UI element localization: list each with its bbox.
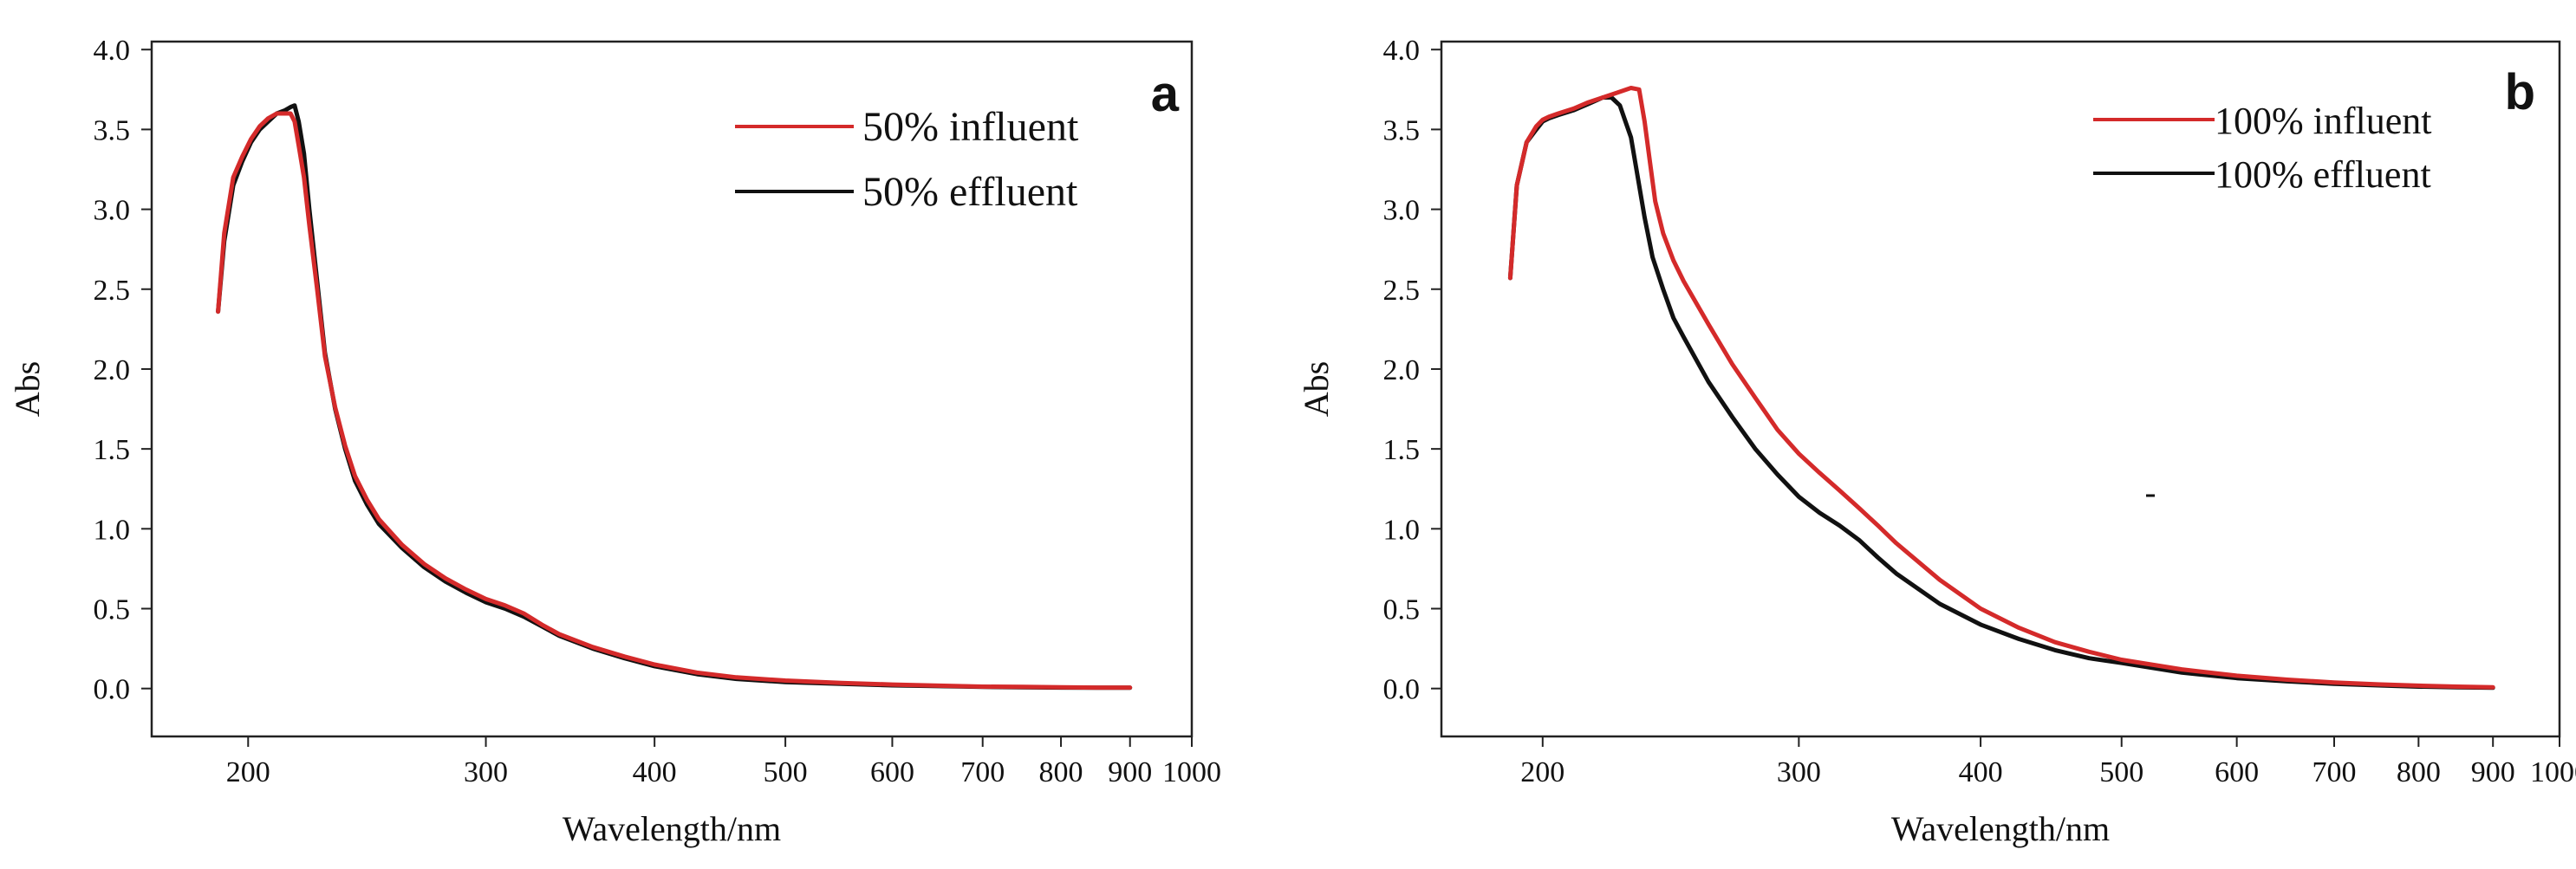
panel-a-x-tick-label-900: 900 — [1108, 756, 1152, 788]
panel-a-y-tick-label-1.5: 1.5 — [94, 434, 131, 466]
panel-a-plot-frame — [150, 40, 1194, 738]
panel-b-y-tick-label-1.5: 1.5 — [1383, 434, 1421, 466]
panel-a-x-tick-label-600: 600 — [870, 756, 914, 788]
panel-b-y-tick-label-3.5: 3.5 — [1383, 114, 1421, 146]
panel-a: 200 300 400 500 600 700 800 900 1000 0.0 0.5 1.0 1.… — [8, 35, 1221, 848]
panel-b-y-tick-label-3.0: 3.0 — [1383, 195, 1421, 227]
panel-a-y-tick-label-3.0: 3.0 — [94, 195, 131, 227]
panel-b-label: b — [2505, 64, 2535, 120]
panel-b-x-axis-title: Wavelength/nm — [1891, 809, 2110, 848]
panel-b-x-tick-label-400: 400 — [1959, 756, 2003, 788]
panel-a-y-tick-label-2.5: 2.5 — [94, 275, 131, 307]
panel-b-plot-frame — [1440, 40, 2561, 738]
panel-a-x-tick-label-200: 200 — [226, 756, 270, 788]
panel-b-x-tick-label-700: 700 — [2313, 756, 2357, 788]
panel-a-legend: 50% influent 50% effluent — [735, 104, 1079, 215]
legend-label-100-effluent: 100% effluent — [2215, 153, 2431, 196]
panel-b-x-tick-label-300: 300 — [1777, 756, 1821, 788]
panel-a-x-axis-title: Wavelength/nm — [563, 809, 781, 848]
panel-a-label: a — [1151, 66, 1180, 122]
panel-b-x-tick-label-1000: 1000 — [2530, 756, 2576, 788]
panel-b-x-tick-label-200: 200 — [1520, 756, 1564, 788]
panel-b-y-axis-title: Abs — [1297, 361, 1336, 417]
panel-a-y-tick-label-0.0: 0.0 — [94, 674, 131, 706]
panel-a-y-tick-label-4.0: 4.0 — [94, 35, 131, 67]
panel-b-x-ticks: 200 300 400 500 600 700 800 900 1000 — [1520, 736, 2576, 788]
panel-b: 200 300 400 500 600 700 800 900 1000 0.0 0.5 1.0 1.… — [1297, 35, 2576, 848]
panel-b-x-tick-label-500: 500 — [2099, 756, 2143, 788]
panel-a-y-tick-label-3.5: 3.5 — [94, 114, 131, 146]
panel-a-y-ticks: 0.0 0.5 1.0 1.5 2.0 2.5 3.0 3.5 4.0 — [94, 35, 152, 706]
panel-b-y-tick-label-0.5: 0.5 — [1383, 594, 1421, 626]
panel-b-y-tick-label-2.5: 2.5 — [1383, 275, 1421, 307]
legend-label-100-influent: 100% influent — [2215, 100, 2432, 142]
panel-b-y-ticks: 0.0 0.5 1.0 1.5 2.0 2.5 3.0 3.5 4.0 — [1383, 35, 1441, 706]
panel-a-x-tick-label-400: 400 — [633, 756, 677, 788]
legend-label-50-effluent: 50% effluent — [862, 169, 1078, 215]
panel-b-y-tick-label-2.0: 2.0 — [1383, 354, 1421, 386]
panel-a-x-tick-label-500: 500 — [764, 756, 808, 788]
panel-a-y-tick-label-0.5: 0.5 — [94, 594, 131, 626]
panel-b-series — [1507, 86, 2495, 691]
panel-a-x-tick-label-300: 300 — [464, 756, 508, 788]
panel-a-x-ticks: 200 300 400 500 600 700 800 900 1000 — [226, 736, 1221, 788]
panel-b-legend: 100% influent 100% effluent — [2093, 100, 2432, 196]
panel-a-y-axis-title: Abs — [8, 361, 47, 417]
panel-a-x-tick-label-1000: 1000 — [1162, 756, 1221, 788]
panel-b-x-tick-label-800: 800 — [2397, 756, 2441, 788]
panel-a-x-tick-label-800: 800 — [1039, 756, 1083, 788]
series-line-100-influent — [1507, 86, 2495, 690]
panel-a-y-tick-label-1.0: 1.0 — [94, 514, 131, 546]
panel-b-y-tick-label-1.0: 1.0 — [1383, 514, 1421, 546]
panel-a-y-tick-label-2.0: 2.0 — [94, 354, 131, 386]
series-line-50-influent — [216, 111, 1133, 691]
panel-b-x-tick-label-600: 600 — [2215, 756, 2259, 788]
panel-a-series — [216, 103, 1133, 691]
panel-a-x-tick-label-700: 700 — [960, 756, 1005, 788]
panel-b-x-tick-label-900: 900 — [2471, 756, 2515, 788]
panel-b-y-tick-label-4.0: 4.0 — [1383, 35, 1421, 67]
panel-b-y-tick-label-0.0: 0.0 — [1383, 674, 1421, 706]
legend-label-50-influent: 50% influent — [862, 104, 1079, 150]
